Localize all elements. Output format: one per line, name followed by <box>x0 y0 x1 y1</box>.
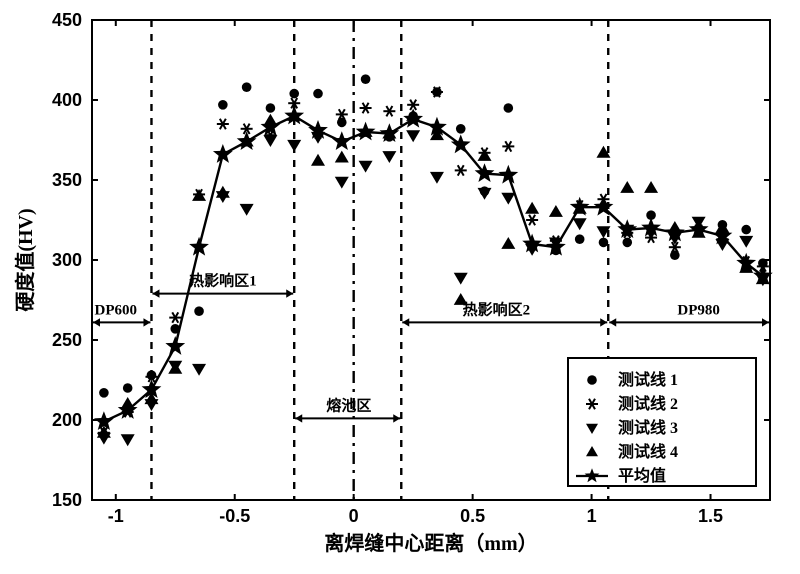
svg-text:1: 1 <box>587 506 597 526</box>
chart-container: -1 -0.5 0 0.5 1 1.5 150 200 250 300 350 400 450 离焊缝中心… <box>0 0 800 574</box>
svg-text:0.5: 0.5 <box>460 506 485 526</box>
svg-text:平均值: 平均值 <box>618 466 666 485</box>
svg-text:250: 250 <box>52 330 82 350</box>
svg-text:300: 300 <box>52 250 82 270</box>
svg-text:测试线 3: 测试线 3 <box>618 418 678 437</box>
svg-text:150: 150 <box>52 490 82 510</box>
svg-text:测试线 1: 测试线 1 <box>618 370 678 389</box>
svg-text:350: 350 <box>52 170 82 190</box>
svg-text:硬度值(HV): 硬度值(HV) <box>13 208 37 311</box>
svg-text:DP600: DP600 <box>95 302 138 318</box>
svg-text:-1: -1 <box>108 506 124 526</box>
svg-text:-0.5: -0.5 <box>219 506 250 526</box>
svg-text:离焊缝中心距离（mm）: 离焊缝中心距离（mm） <box>324 531 537 555</box>
svg-text:450: 450 <box>52 10 82 30</box>
svg-text:测试线 2: 测试线 2 <box>618 394 678 413</box>
svg-text:热影响区2: 热影响区2 <box>463 300 531 318</box>
svg-text:热影响区1: 热影响区1 <box>189 272 257 290</box>
hardness-chart: -1 -0.5 0 0.5 1 1.5 150 200 250 300 350 400 450 离焊缝中心… <box>0 0 800 574</box>
svg-text:熔池区: 熔池区 <box>326 396 371 414</box>
svg-text:0: 0 <box>349 506 359 526</box>
svg-text:1.5: 1.5 <box>698 506 723 526</box>
svg-text:测试线 4: 测试线 4 <box>618 442 678 461</box>
svg-text:200: 200 <box>52 410 82 430</box>
svg-text:DP980: DP980 <box>677 302 720 318</box>
series-测试线 1 <box>99 74 768 397</box>
svg-text:400: 400 <box>52 90 82 110</box>
legend: 测试线 1 测试线 2 测试线 3 测试线 4 平均值 <box>568 358 756 486</box>
